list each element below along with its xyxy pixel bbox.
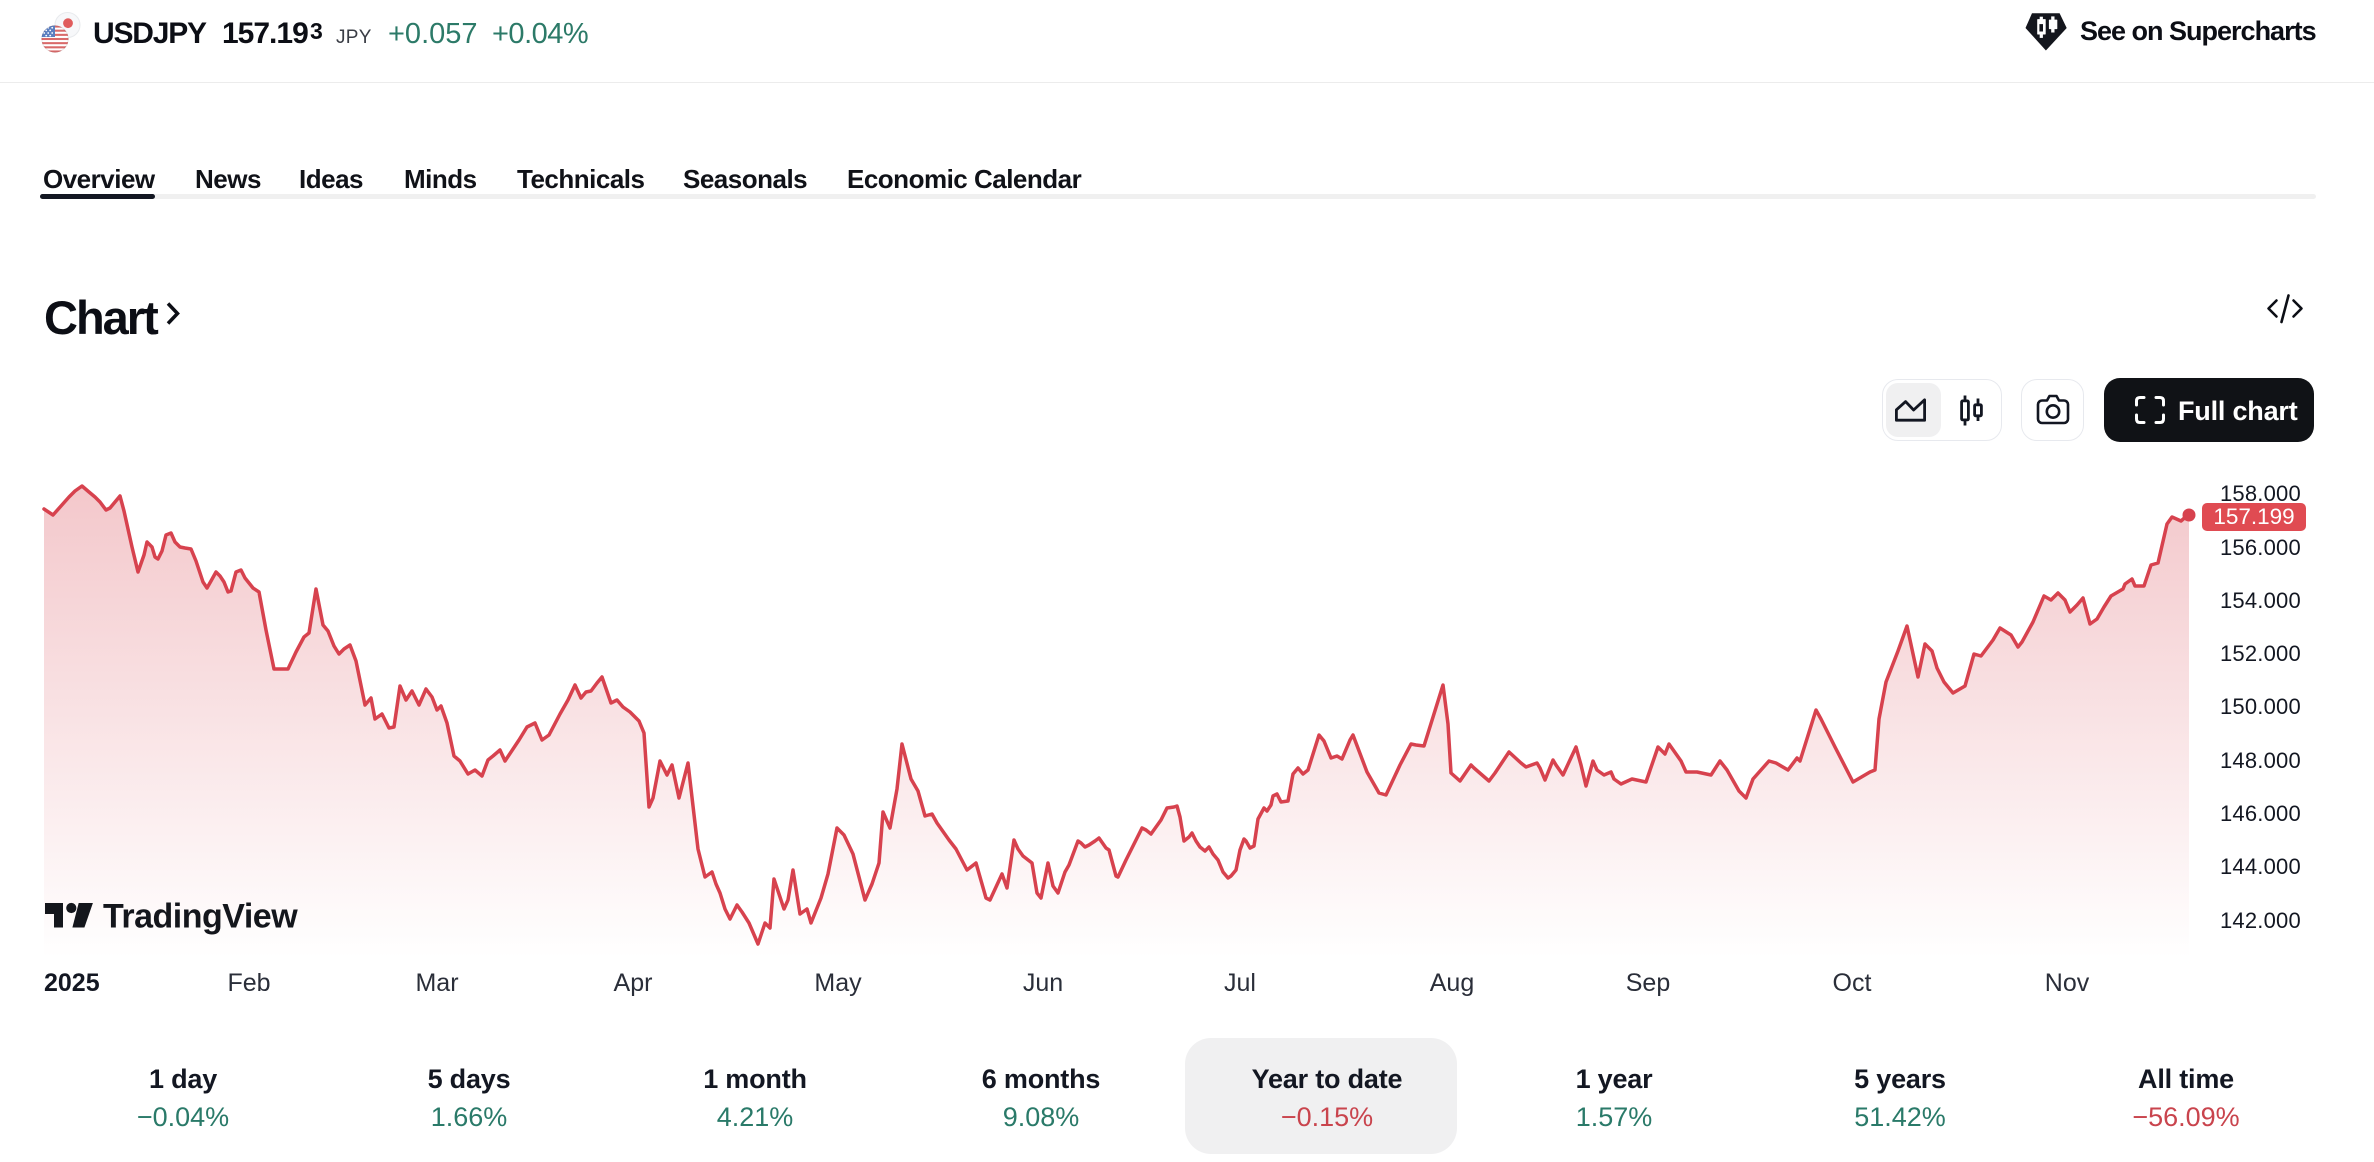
svg-text:TradingView: TradingView: [103, 900, 298, 936]
